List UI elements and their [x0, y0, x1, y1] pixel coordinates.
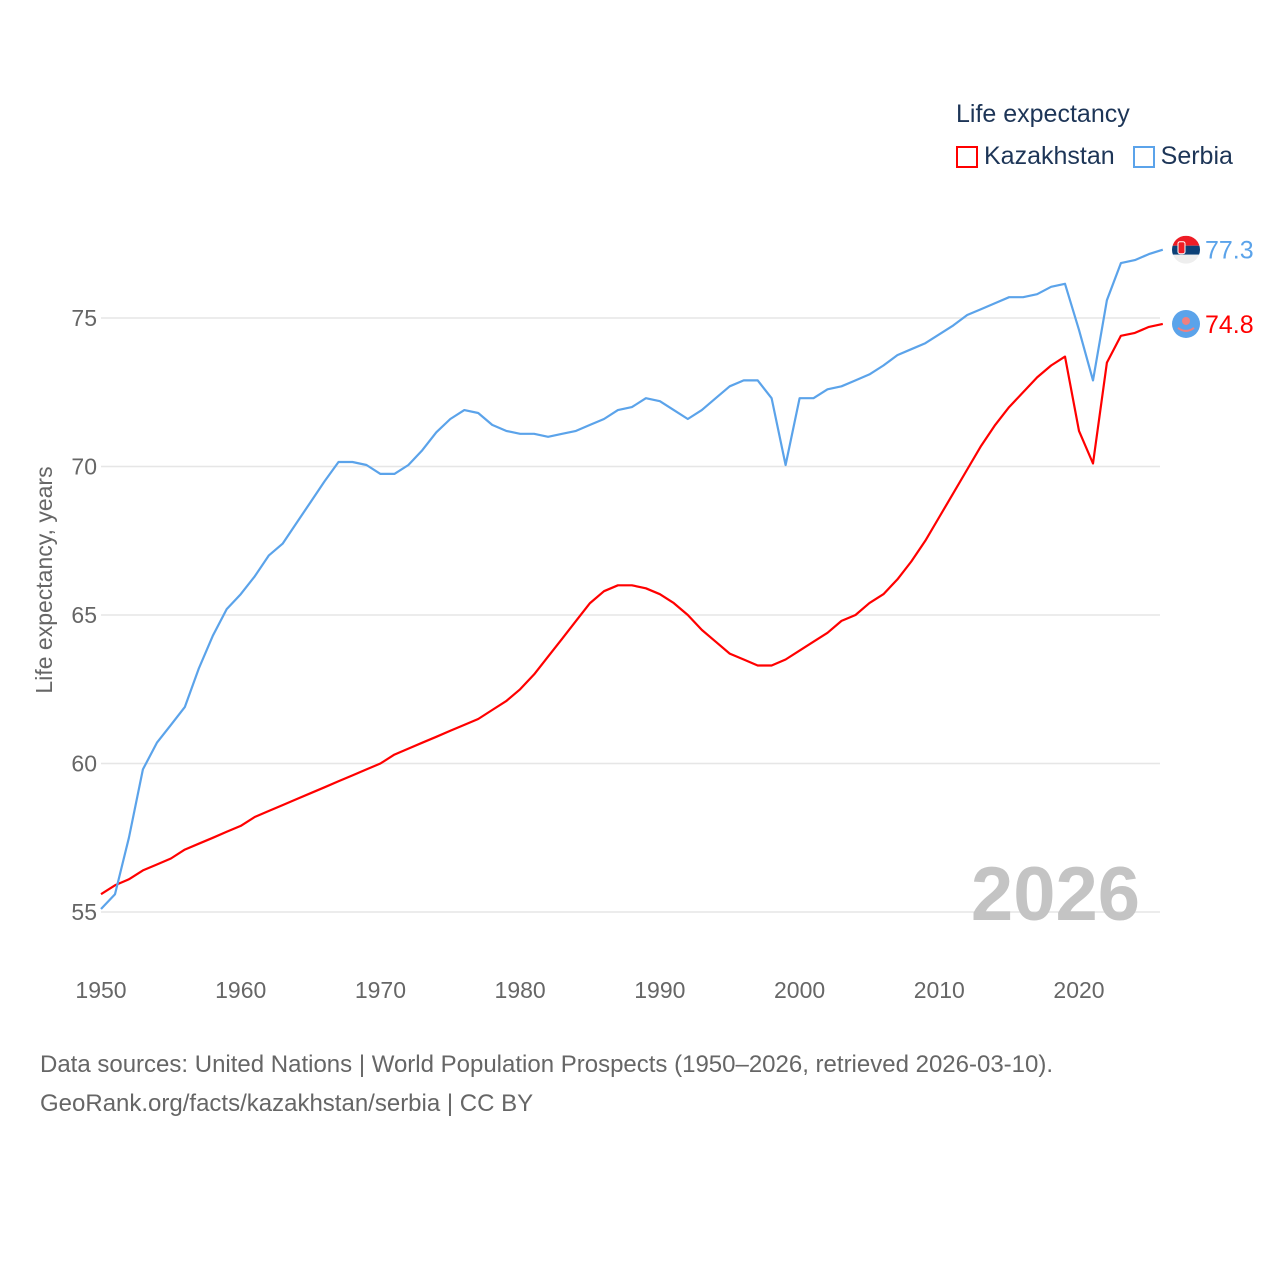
year-watermark: 2026	[971, 852, 1140, 937]
flag-serbia-icon	[1172, 235, 1200, 264]
series-line-serbia	[100, 248, 1164, 910]
x-tick-label: 2010	[914, 977, 965, 1003]
y-tick-label: 60	[71, 751, 97, 777]
legend-swatch-serbia	[1132, 145, 1155, 168]
y-tick-label: 65	[71, 602, 97, 628]
line-chart: 55 60 65 70 75 1950 1960 1970 1980 1990 2000 2010 20…	[31, 235, 1254, 1003]
y-axis-label: Life expectancy, years	[31, 466, 57, 693]
x-tick-label: 1970	[355, 977, 406, 1003]
legend-label-serbia: Serbia	[1160, 142, 1233, 170]
flag-coat-of-arms-icon	[1177, 241, 1186, 255]
legend-item-kazakhstan[interactable]: Kazakhstan	[956, 142, 1115, 171]
x-tick-label: 1980	[495, 977, 546, 1003]
y-tick-label: 55	[71, 899, 97, 925]
end-value-label-serbia: 77.3	[1205, 237, 1254, 265]
x-tick-label: 1990	[634, 977, 685, 1003]
legend: Kazakhstan Serbia	[956, 142, 1233, 171]
flag-sun-icon	[1182, 316, 1190, 325]
legend-swatch-kazakhstan	[956, 145, 978, 168]
source-line-1: Data sources: United Nations | World Pop…	[40, 1051, 1054, 1078]
x-tick-label: 2000	[774, 977, 825, 1003]
end-value-label-kazakhstan: 74.8	[1205, 311, 1254, 339]
legend-label-kazakhstan: Kazakhstan	[984, 142, 1115, 170]
y-tick-label: 75	[71, 305, 97, 331]
source-line-2[interactable]: GeoRank.org/facts/kazakhstan/serbia | CC…	[40, 1090, 534, 1117]
series-line-kazakhstan	[100, 322, 1164, 896]
x-tick-label: 1960	[215, 977, 266, 1003]
flag-stripe-red	[1172, 235, 1200, 246]
source-note: Data sources: United Nations | World Pop…	[40, 1045, 1053, 1123]
x-tick-label: 1950	[75, 977, 126, 1003]
legend-item-serbia[interactable]: Serbia	[1132, 142, 1233, 171]
flag-icon-kazakhstan	[1172, 309, 1200, 338]
y-tick-label: 70	[71, 454, 97, 480]
flag-eagle-icon	[1177, 327, 1195, 332]
flag-stripe-blue	[1172, 245, 1200, 255]
legend-title: Life expectancy	[956, 100, 1130, 128]
x-tick-label: 2020	[1053, 977, 1104, 1003]
flag-icon-serbia	[1172, 235, 1200, 264]
flag-stripe-white	[1172, 254, 1200, 264]
